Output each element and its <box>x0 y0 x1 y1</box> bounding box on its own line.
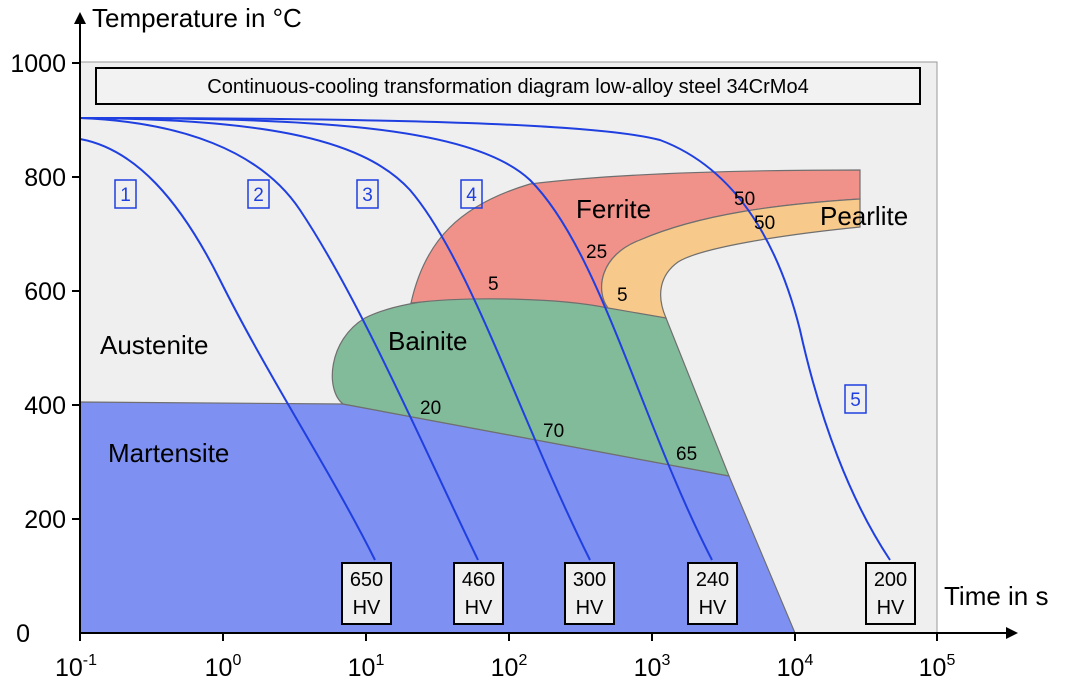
percent-label-ferrite-c4: 25 <box>586 242 607 263</box>
x-tick-label: 104 <box>777 652 814 682</box>
hardness-value: 650 <box>350 569 383 591</box>
cooling-curve-1 <box>79 138 376 561</box>
percent-label-martensite-c4: 65 <box>676 444 697 465</box>
hardness-value: 300 <box>573 569 606 591</box>
percent-label-pearlite-c4: 5 <box>617 285 628 306</box>
hardness-value: 200 <box>874 569 907 591</box>
hardness-unit: HV <box>353 597 381 619</box>
hardness-box <box>453 562 504 625</box>
y-tick-label: 600 <box>24 278 66 306</box>
austenite-label: Austenite <box>100 330 208 360</box>
x-axis-title: Time in s <box>944 581 1049 611</box>
percent-label-ferrite-c3: 5 <box>488 274 499 295</box>
pearlite-label: Pearlite <box>820 201 908 231</box>
x-tick-label: 101 <box>348 652 385 682</box>
curve-number-label: 1 <box>120 185 131 206</box>
y-tick-label: 0 <box>16 620 30 648</box>
curve-number-box <box>460 179 483 209</box>
hardness-box <box>687 562 738 625</box>
curve-number-box <box>114 179 137 209</box>
curve-number-label: 4 <box>466 185 477 206</box>
diagram-title: Continuous-cooling transformation diagra… <box>207 76 808 98</box>
hardness-unit: HV <box>699 597 727 619</box>
cooling-curve-4 <box>79 117 713 561</box>
percent-label-ferrite-c5: 50 <box>734 189 755 210</box>
x-tick-label: 105 <box>919 652 956 682</box>
y-tick-marks <box>72 62 80 520</box>
bainite-label: Bainite <box>388 326 468 356</box>
pearlite-region <box>601 198 861 319</box>
hardness-value: 240 <box>696 569 729 591</box>
hardness-box <box>341 562 392 625</box>
cooling-curve-2 <box>79 117 479 561</box>
y-tick-label: 1000 <box>10 50 66 78</box>
curve-number-label: 3 <box>362 185 373 206</box>
curve-number-box <box>247 179 270 209</box>
percent-label-pearlite-c5: 50 <box>754 213 775 234</box>
x-tick-label: 102 <box>491 652 528 682</box>
curve-number-label: 5 <box>850 390 861 411</box>
ferrite-label: Ferrite <box>576 194 651 224</box>
y-tick-label: 800 <box>24 164 66 192</box>
cooling-curve-3 <box>79 117 591 561</box>
cooling-curve-5 <box>79 117 891 561</box>
percent-label-martensite-c2: 20 <box>420 398 441 419</box>
curve-number-box <box>844 384 867 414</box>
x-tick-label: 10-1 <box>55 652 97 682</box>
hardness-value: 460 <box>462 569 495 591</box>
curve-number-label: 2 <box>253 185 264 206</box>
hardness-unit: HV <box>576 597 604 619</box>
curve-number-box <box>356 179 379 209</box>
hardness-box <box>564 562 615 625</box>
hardness-box <box>865 562 916 625</box>
y-tick-label: 200 <box>24 506 66 534</box>
title-box <box>95 67 921 105</box>
martensite-label: Martensite <box>108 438 229 468</box>
y-axis-title: Temperature in °C <box>92 3 302 33</box>
y-tick-label: 400 <box>24 392 66 420</box>
x-tick-label: 103 <box>634 652 671 682</box>
x-tick-marks <box>79 633 938 641</box>
hardness-unit: HV <box>465 597 493 619</box>
x-tick-label: 100 <box>205 652 242 682</box>
percent-label-martensite-c3: 70 <box>543 421 564 442</box>
hardness-unit: HV <box>877 597 905 619</box>
